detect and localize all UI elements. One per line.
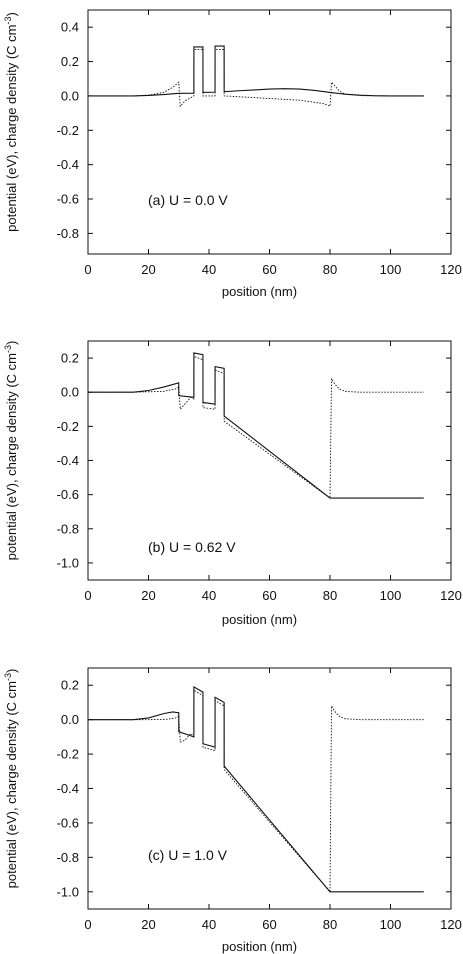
y-tick-label: -0.4	[57, 157, 79, 172]
y-axis-label-end: )	[4, 12, 19, 16]
x-tick-label: 100	[380, 262, 402, 277]
series-line-solid	[88, 685, 424, 893]
y-axis-label: potential (eV), charge density (C cm-3)	[3, 669, 19, 889]
x-tick-label: 80	[323, 262, 337, 277]
x-tick-label: 60	[262, 917, 276, 932]
x-tick-label: 80	[323, 917, 337, 932]
y-tick-label: -1.0	[57, 884, 79, 899]
y-axis-label-end: )	[4, 341, 19, 345]
y-tick-label: -1.0	[57, 555, 79, 570]
x-axis-label: position (nm)	[222, 612, 297, 627]
chart-panel-1: 0 20 40 60 80 100 120 0.4 0.2 0.0 -0.2 -0.4 -0.6 -0.8…	[3, 9, 462, 299]
chart-panel-2: 0 20 40 60 80 100 120 0.2 0.0 -0.2 -0.4 -0.6 -0.8 -1.…	[3, 340, 462, 627]
x-tick-label: 40	[202, 262, 216, 277]
x-tick-label: 60	[262, 262, 276, 277]
y-axis-label: potential (eV), charge density (C cm-3)	[3, 12, 19, 232]
panel-annotation: (b) U = 0.62 V	[148, 539, 236, 555]
plot-frame	[87, 667, 452, 910]
y-tick-label: -0.6	[57, 192, 79, 207]
x-tick-label: 0	[84, 588, 91, 603]
panel-annotation: (c) U = 1.0 V	[148, 847, 228, 863]
y-tick-label: -0.8	[57, 850, 79, 865]
plot-frame	[87, 9, 452, 255]
y-tick-label: 0.2	[61, 351, 79, 366]
y-tick-label: -0.4	[57, 781, 79, 796]
y-axis-label-main: potential (eV), charge density (C cm	[4, 24, 19, 231]
y-tick-label: -0.4	[57, 453, 79, 468]
y-tick-label: 0.4	[61, 20, 79, 35]
x-tick-label: 0	[84, 262, 91, 277]
x-tick-label: 100	[380, 588, 402, 603]
y-tick-label: -0.2	[57, 123, 79, 138]
y-tick-label: -0.2	[57, 419, 79, 434]
series-line-solid	[88, 352, 424, 499]
y-axis-label-superscript: -3	[3, 673, 13, 681]
x-tick-label: 20	[141, 588, 155, 603]
y-axis-label-main: potential (eV), charge density (C cm	[4, 353, 19, 560]
panel-annotation: (a) U = 0.0 V	[148, 192, 228, 208]
x-tick-label: 20	[141, 262, 155, 277]
y-axis-label-superscript: -3	[3, 345, 13, 353]
y-tick-label: -0.8	[57, 521, 79, 536]
y-tick-label: -0.8	[57, 226, 79, 241]
series-line-dotted	[88, 49, 424, 108]
x-tick-label: 60	[262, 588, 276, 603]
x-tick-label: 40	[202, 588, 216, 603]
y-tick-label: 0.2	[61, 678, 79, 693]
x-tick-label: 40	[202, 917, 216, 932]
x-tick-label: 20	[141, 917, 155, 932]
x-axis-label: position (nm)	[222, 939, 297, 954]
y-tick-label: 0.0	[61, 88, 79, 103]
series-line-dotted	[88, 689, 424, 893]
y-axis-label-superscript: -3	[3, 16, 13, 24]
x-tick-label: 120	[440, 588, 462, 603]
y-axis-label-main: potential (eV), charge density (C cm	[4, 681, 19, 888]
x-tick-label: 120	[440, 262, 462, 277]
series-line-solid	[88, 45, 424, 97]
y-tick-label: 0.2	[61, 54, 79, 69]
x-axis-label: position (nm)	[222, 284, 297, 299]
plot-frame	[87, 340, 452, 581]
series-line-dotted	[88, 355, 424, 499]
y-axis-label: potential (eV), charge density (C cm-3)	[3, 341, 19, 561]
y-axis-label-end: )	[4, 669, 19, 673]
y-tick-label: 0.0	[61, 385, 79, 400]
y-tick-label: -0.6	[57, 815, 79, 830]
y-tick-label: 0.0	[61, 712, 79, 727]
x-tick-label: 120	[440, 917, 462, 932]
x-tick-label: 0	[84, 917, 91, 932]
y-tick-label: -0.6	[57, 487, 79, 502]
chart-panel-3: 0 20 40 60 80 100 120 0.2 0.0 -0.2 -0.4 -0.6 -0.8 -1.…	[3, 667, 462, 954]
y-tick-label: -0.2	[57, 747, 79, 762]
x-tick-label: 100	[380, 917, 402, 932]
x-tick-label: 80	[323, 588, 337, 603]
